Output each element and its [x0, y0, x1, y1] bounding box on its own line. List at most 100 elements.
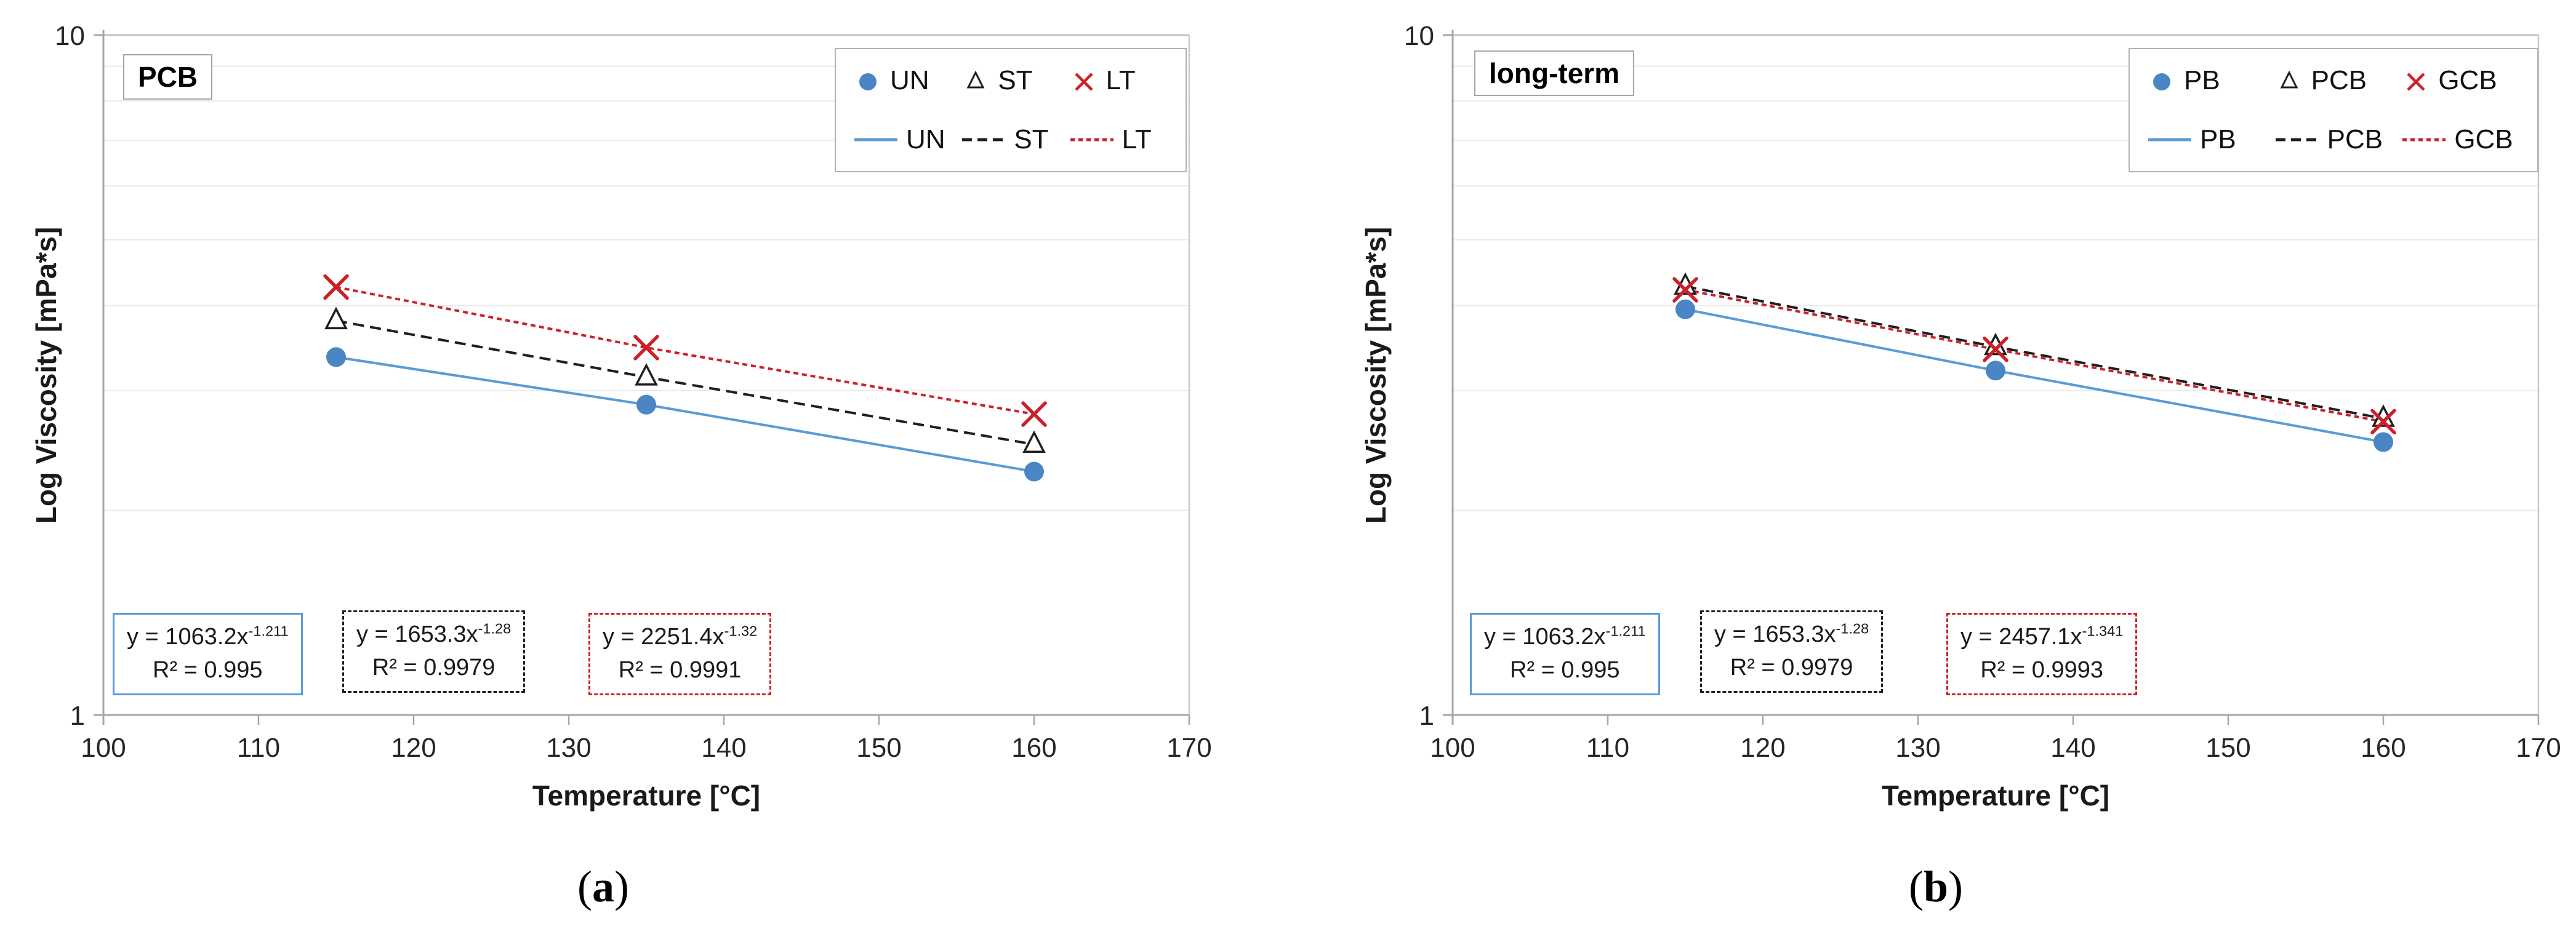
- trendline-equation-box-lt: y = 2251.4x-1.32 R² = 0.9991: [588, 613, 772, 695]
- r-squared-text: R² = 0.9979: [1730, 654, 1853, 681]
- x-tick-label: 100: [1430, 733, 1475, 763]
- x-tick-label: 140: [2050, 733, 2095, 763]
- dotted-line-icon: [2402, 138, 2446, 142]
- trendline-equation-box-gcb: y = 2457.1x-1.341 R² = 0.9993: [1946, 613, 2138, 695]
- legend-label: LT: [1121, 124, 1152, 154]
- data-point-UN: [326, 347, 346, 367]
- trendline-equation-box-pb: y = 1063.2x-1.211 R² = 0.995: [1470, 613, 1660, 695]
- y-tick-label: 1: [1419, 701, 1434, 731]
- data-point-UN: [1024, 461, 1044, 482]
- r-squared-text: R² = 0.995: [1510, 657, 1620, 683]
- legend-label: UN: [906, 124, 945, 154]
- equation-text: y = 2251.4x-1.32: [603, 623, 758, 650]
- legend-label: ST: [998, 65, 1033, 95]
- series-line-ST: [335, 319, 1035, 446]
- x-tick-label: 130: [546, 733, 591, 763]
- legend-label: PB: [2200, 124, 2236, 154]
- x-marker-icon: [2407, 73, 2425, 91]
- equation-text: y = 2457.1x-1.341: [1960, 623, 2124, 650]
- legend-item-pcb-marker: PCB: [2276, 65, 2392, 96]
- series-line-UN: [335, 356, 1035, 473]
- trendline-equation-box-un: y = 1063.2x-1.211 R² = 0.995: [113, 613, 303, 695]
- legend-label: LT: [1105, 65, 1136, 95]
- y-tick-label: 10: [55, 21, 85, 51]
- r-squared-text: R² = 0.9993: [1980, 657, 2103, 683]
- x-tick-label: 140: [701, 733, 746, 763]
- legend-item-lt-marker: LT: [1070, 65, 1167, 96]
- x-tick-label: 170: [1166, 733, 1211, 763]
- equation-text: y = 1653.3x-1.28: [1714, 620, 1869, 647]
- x-tick-label: 160: [1011, 733, 1056, 763]
- x-tick-label: 160: [2361, 733, 2405, 763]
- data-point-ST: [635, 363, 658, 386]
- x-tick-label: 150: [856, 733, 901, 763]
- equation-text: y = 1063.2x-1.211: [127, 623, 289, 650]
- circle-marker-icon: [859, 73, 877, 90]
- legend-item-st-line: ST: [962, 124, 1059, 155]
- dashed-line-icon: [962, 138, 1006, 142]
- y-tick-label: 10: [1404, 21, 1434, 51]
- legend-label: PCB: [2311, 65, 2367, 95]
- x-tick-label: 120: [391, 733, 436, 763]
- data-point-ST: [1022, 430, 1046, 453]
- series-line-LT: [335, 285, 1035, 416]
- r-squared-text: R² = 0.995: [153, 657, 263, 683]
- x-tick-label: 150: [2205, 733, 2250, 763]
- legend-label: ST: [1014, 124, 1049, 154]
- data-point-GCB: [2370, 409, 2396, 435]
- legend-item-gcb-marker: GCB: [2402, 65, 2519, 96]
- panel-a-x-axis-title: Temperature [°C]: [532, 780, 761, 812]
- data-point-LT: [1021, 401, 1047, 427]
- legend-item-st-marker: ST: [962, 65, 1059, 96]
- data-point-ST: [324, 306, 348, 330]
- dashed-line-icon: [2275, 138, 2319, 142]
- panel-b-title-box: long-term: [1474, 50, 1635, 96]
- panel-a-title-box: PCB: [123, 54, 213, 100]
- circle-marker-icon: [2153, 73, 2170, 90]
- legend-label: GCB: [2454, 124, 2513, 154]
- x-marker-icon: [1075, 73, 1093, 91]
- legend-item-un-line: UN: [854, 124, 951, 155]
- r-squared-text: R² = 0.9991: [618, 657, 742, 683]
- triangle-marker-icon: [2280, 70, 2298, 89]
- panel-b-x-axis-title: Temperature [°C]: [1881, 780, 2110, 812]
- legend-item-pb-line: PB: [2148, 124, 2265, 155]
- panel-a-legend: UN ST LT UN ST LT: [835, 48, 1187, 172]
- triangle-marker-icon: [966, 70, 985, 89]
- data-point-LT: [323, 274, 349, 300]
- dotted-line-icon: [1070, 138, 1113, 142]
- legend-label: PCB: [2327, 124, 2383, 154]
- x-tick-label: 110: [1586, 733, 1629, 763]
- trendline-equation-box-st: y = 1653.3x-1.28 R² = 0.9979: [342, 610, 526, 693]
- solid-line-icon: [2148, 138, 2191, 142]
- panel-a-y-axis-title: Log Viscosity [mPa*s]: [30, 226, 62, 524]
- data-point-PB: [1675, 299, 1695, 319]
- data-point-LT: [633, 335, 659, 361]
- legend-item-pb-marker: PB: [2148, 65, 2265, 96]
- legend-label: UN: [890, 65, 929, 95]
- trendline-equation-box-pcb: y = 1653.3x-1.28 R² = 0.9979: [1700, 610, 1884, 693]
- series-line-PB: [1685, 308, 2384, 444]
- x-tick-label: 130: [1895, 733, 1940, 763]
- x-tick-label: 170: [2516, 733, 2561, 763]
- panel-a-caption: (a): [577, 862, 629, 911]
- data-point-PB: [2373, 432, 2393, 452]
- panel-b-y-axis-title: Log Viscosity [mPa*s]: [1360, 226, 1392, 524]
- x-tick-label: 110: [237, 733, 280, 763]
- r-squared-text: R² = 0.9979: [372, 654, 496, 681]
- x-tick-label: 120: [1740, 733, 1785, 763]
- solid-line-icon: [854, 138, 897, 142]
- legend-label: GCB: [2438, 65, 2497, 95]
- data-point-GCB: [1983, 336, 2008, 362]
- legend-item-gcb-line: GCB: [2402, 124, 2519, 155]
- legend-item-un-marker: UN: [854, 65, 951, 96]
- x-tick-label: 100: [81, 733, 126, 763]
- data-point-PB: [1986, 361, 2005, 381]
- equation-text: y = 1063.2x-1.211: [1484, 623, 1646, 650]
- panel-b-legend: PB PCB GCB PB PCB GCB: [2129, 48, 2538, 172]
- equation-text: y = 1653.3x-1.28: [356, 620, 512, 647]
- data-point-GCB: [1672, 277, 1698, 303]
- legend-item-pcb-line: PCB: [2275, 124, 2392, 155]
